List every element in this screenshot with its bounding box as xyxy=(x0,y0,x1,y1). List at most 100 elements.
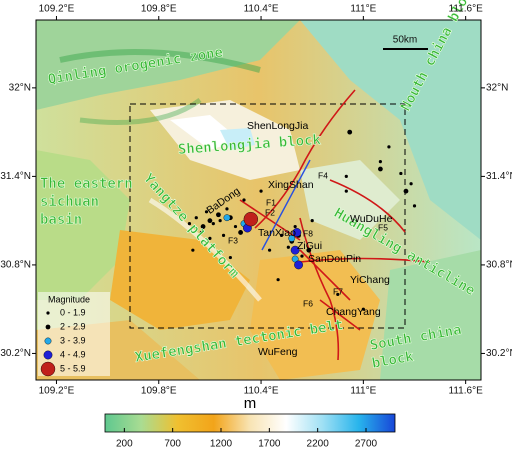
legend-box xyxy=(38,292,110,376)
earthquake xyxy=(294,260,303,270)
legend-marker xyxy=(45,324,51,330)
fault-label: F3 xyxy=(228,235,238,245)
earthquake xyxy=(378,166,383,172)
region-label: sichuan xyxy=(40,194,99,210)
region-label: The eastern xyxy=(40,176,133,192)
legend-label: 3 - 3.9 xyxy=(60,335,86,345)
y-tick-label: 30.8°N xyxy=(486,260,512,271)
x-tick-label: 109.2°E xyxy=(39,4,75,15)
place-label: ChangYang xyxy=(326,306,381,318)
earthquake xyxy=(194,216,198,220)
colorbar-tick-label: 200 xyxy=(116,439,133,450)
earthquake xyxy=(187,222,192,226)
y-tick-label: 32°N xyxy=(9,83,31,94)
earthquake xyxy=(259,189,263,193)
fault-label: F7 xyxy=(333,286,343,296)
earthquake xyxy=(286,245,290,249)
legend-marker xyxy=(46,311,50,315)
x-tick-label: 111.6°E xyxy=(449,4,484,15)
earthquake xyxy=(336,292,340,297)
legend-marker xyxy=(43,350,53,360)
earthquake xyxy=(207,218,213,224)
colorbar-label: m xyxy=(244,395,257,412)
earthquake xyxy=(387,145,391,149)
earthquake xyxy=(403,188,409,194)
place-label: ZiGui xyxy=(297,240,322,252)
earthquake xyxy=(279,233,284,238)
earthquake xyxy=(292,228,302,237)
earthquake xyxy=(344,174,348,178)
y-tick-label: 30.2°N xyxy=(0,348,31,359)
earthquake xyxy=(191,248,195,252)
faults xyxy=(239,89,431,361)
fault-label: F5 xyxy=(378,222,388,232)
colorbar xyxy=(104,413,396,433)
study-area xyxy=(129,103,406,329)
x-tick-label: 110.4°E xyxy=(244,4,279,15)
x-tick-label: 109.8°E xyxy=(141,386,177,397)
earthquake xyxy=(293,224,297,229)
earthquake xyxy=(225,207,229,211)
y-tick-label: 30.2°N xyxy=(486,348,512,359)
earthquake xyxy=(378,160,383,164)
earthquake xyxy=(204,210,209,214)
earthquake xyxy=(200,224,206,229)
earthquake xyxy=(238,230,243,235)
earthquake xyxy=(243,211,259,227)
place-label: SanDouPin xyxy=(308,253,361,265)
earthquake xyxy=(233,224,238,229)
y-tick-label: 32°N xyxy=(486,83,508,94)
place-label: YiChang xyxy=(350,274,390,286)
scale-label: 50km xyxy=(393,35,417,46)
earthquake xyxy=(310,219,314,223)
earthquake xyxy=(199,230,203,235)
terrain xyxy=(36,20,481,380)
earthquake xyxy=(223,214,231,222)
map-frame xyxy=(35,19,482,381)
x-tick-label: 111°E xyxy=(350,386,376,397)
earthquake xyxy=(344,189,348,193)
earthquake xyxy=(288,234,296,242)
colorbar-tick-label: 2700 xyxy=(355,439,378,450)
colorbar-tick-label: 1700 xyxy=(258,439,281,450)
earthquake xyxy=(216,212,221,218)
earthquake xyxy=(276,278,280,282)
x-tick-label: 109.2°E xyxy=(39,386,75,397)
legend-label: 4 - 4.9 xyxy=(60,349,86,359)
earthquake xyxy=(361,307,365,311)
fault-label: F2 xyxy=(265,207,275,217)
colorbar-tick-label: 700 xyxy=(164,439,181,450)
legend-label: 2 - 2.9 xyxy=(60,321,86,331)
earthquake xyxy=(409,182,413,186)
earthquake xyxy=(306,247,312,253)
fault-label: F6 xyxy=(303,298,313,308)
fault-blue xyxy=(261,159,311,251)
region-label: basin xyxy=(40,212,82,228)
y-tick-label: 31.4°N xyxy=(486,171,512,182)
legend-label: 5 - 5.9 xyxy=(60,363,86,373)
place-label: ShenLongJia xyxy=(247,120,308,132)
legend-marker xyxy=(40,361,56,377)
legend-label: 0 - 1.9 xyxy=(60,307,86,317)
x-tick-label: 111.6°E xyxy=(449,386,484,397)
fault-label: F8 xyxy=(303,228,313,238)
x-tick-label: 110.4°E xyxy=(244,386,279,397)
place-label: XingShan xyxy=(268,179,314,191)
y-tick-label: 31.4°N xyxy=(0,171,31,182)
earthquake xyxy=(221,233,226,238)
earthquake xyxy=(412,204,417,208)
earthquake xyxy=(211,222,215,226)
fault-label: F4 xyxy=(318,170,328,180)
earthquake xyxy=(218,219,222,223)
earthquake xyxy=(267,248,272,252)
earthquake xyxy=(347,129,353,135)
x-tick-label: 109.8°E xyxy=(141,4,177,15)
region-label: block xyxy=(371,349,416,372)
earthquake xyxy=(300,254,304,258)
x-tick-label: 111°E xyxy=(350,4,376,15)
earthquake xyxy=(290,245,300,255)
legend-title: Magnitude xyxy=(48,294,90,304)
legend-marker xyxy=(44,337,52,345)
earthquake xyxy=(399,171,403,176)
